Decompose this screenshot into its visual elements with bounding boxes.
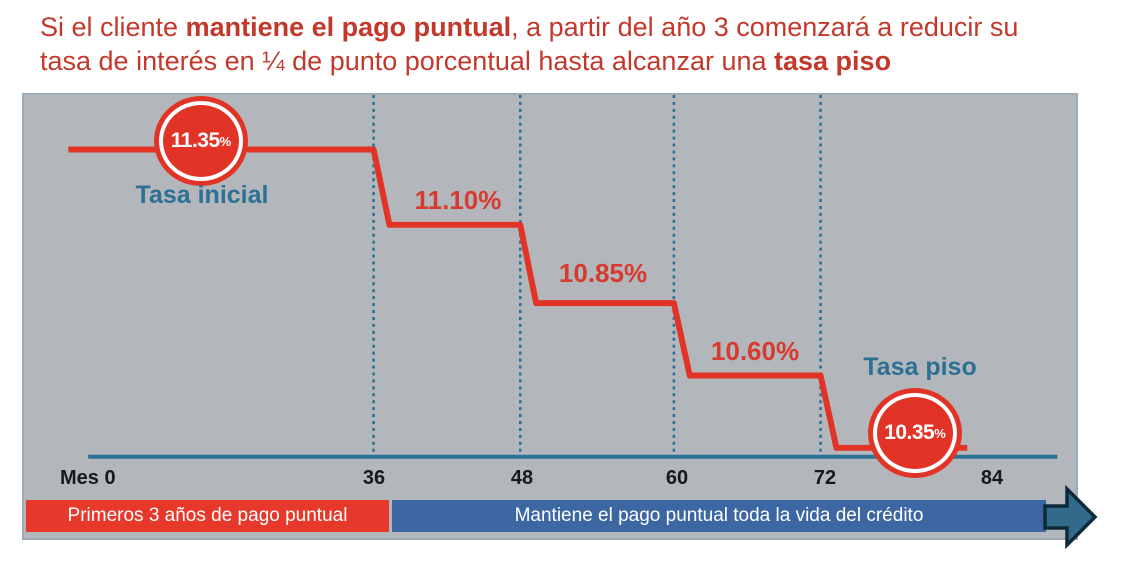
headline-text: Si el cliente [40,12,186,42]
initial-rate-badge: 11.35% [159,101,243,181]
headline: Si el cliente mantiene el pago puntual, … [40,10,1110,78]
percent-sign: % [219,133,232,149]
step-rate-label-2: 10.85% [558,258,648,288]
step-rate-label-3: 10.60% [710,336,800,366]
right-arrow-icon [1043,484,1098,550]
floor-rate-badge: 10.35% [873,393,957,473]
tasa-inicial-label: Tasa inicial [135,181,269,209]
continuation-arrow [1042,484,1100,552]
tasa-piso-label: Tasa piso [863,353,977,381]
headline-text: tasa de interés en ¼ de punto porcentual… [40,46,775,76]
percent-sign: % [934,425,946,441]
initial-rate-value: 11.35 [170,129,220,152]
rate-step-line [68,146,968,451]
axis-tick-72: 72 [813,467,837,489]
phase2-bar: Mantiene el pago puntual toda la vida de… [392,500,1046,532]
headline-bold-phrase: mantiene el pago puntual [185,12,512,42]
headline-line-2: tasa de interés en ¼ de punto porcentual… [40,44,1110,78]
floor-rate-value: 10.35 [884,421,935,444]
axis-tick-mes0: Mes 0 [60,467,116,489]
headline-line-1: Si el cliente mantiene el pago puntual, … [40,10,1110,44]
axis-tick-48: 48 [510,467,534,489]
headline-bold-phrase: tasa piso [774,46,892,76]
axis-tick-84: 84 [980,467,1004,489]
axis-tick-60: 60 [665,467,689,489]
phase1-bar: Primeros 3 años de pago puntual [26,500,389,532]
step-rate-label-1: 11.10% [414,185,502,215]
chart-panel: 11.35% Tasa inicial 11.10% 10.85% 10.60%… [22,93,1078,540]
headline-text: , a partir del año 3 comenzará a reducir… [511,12,1019,42]
axis-tick-36: 36 [362,467,386,489]
